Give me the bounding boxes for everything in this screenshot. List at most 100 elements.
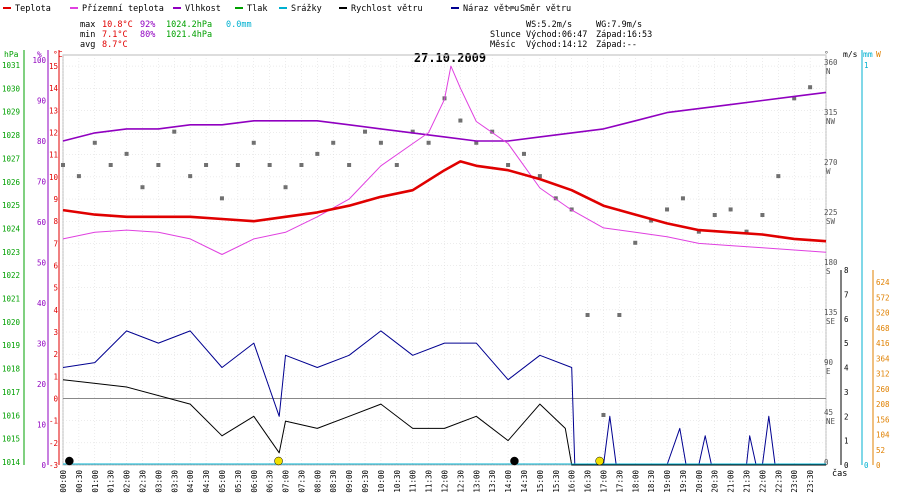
- x-tick-label: 12:00: [441, 470, 450, 493]
- wind-tick-label: 1: [844, 437, 849, 446]
- x-tick-label: 03:30: [170, 470, 179, 493]
- wind-tick-label: 6: [844, 315, 849, 324]
- x-tick-label: 13:30: [488, 470, 497, 493]
- wind-tick-label: 5: [844, 339, 849, 348]
- hpa-tick-label: 1018: [2, 365, 21, 374]
- wind-direction-dot: [188, 174, 193, 179]
- solar-axis-title: W: [876, 50, 881, 59]
- stats-min-label: min: [80, 30, 95, 40]
- wind-direction-dot: [506, 163, 511, 167]
- hpa-tick-label: 1014: [2, 458, 21, 467]
- dir-tick-label: 360: [824, 58, 838, 67]
- hpa-tick-label: 1023: [2, 248, 20, 257]
- legend: Teplota Přízemní teplota Vlhkost Tlak Srážky…: [3, 4, 571, 14]
- x-tick-label: 13:00: [472, 470, 481, 493]
- temp-tick-label: 10: [49, 173, 59, 182]
- stats-min-hum: 80%: [140, 30, 155, 40]
- temp-tick-label: 0: [53, 395, 58, 404]
- pct-tick-label: 10: [37, 421, 47, 430]
- wind-axis-title: m/s: [843, 50, 858, 59]
- x-tick-label: 07:00: [282, 470, 291, 493]
- x-tick-label: 02:00: [123, 470, 132, 493]
- dir-axis-title: °: [824, 50, 829, 59]
- x-tick-label: 06:30: [266, 470, 275, 493]
- wind-direction-dot: [521, 151, 526, 156]
- x-tick-label: 23:00: [790, 470, 799, 493]
- x-tick-label: 09:00: [345, 470, 354, 493]
- wind-direction-dot: [235, 163, 240, 167]
- wind-direction-dot: [744, 229, 749, 234]
- wind-direction-dot: [92, 140, 97, 145]
- temp-tick-label: 14: [49, 84, 59, 93]
- dir-compass-label: W: [826, 167, 831, 176]
- wind-direction-dot: [140, 185, 145, 190]
- temp-tick-label: 13: [49, 106, 58, 115]
- sun-label: Slunce: [490, 30, 521, 40]
- temp-tick-label: -3: [49, 461, 58, 470]
- x-tick-label: 11:30: [425, 470, 434, 493]
- solar-tick-label: 208: [876, 400, 890, 409]
- solar-tick-label: 572: [876, 293, 890, 302]
- temperature-line: [62, 160, 827, 243]
- x-tick-label: 12:30: [456, 470, 465, 493]
- wind-direction-dot: [633, 240, 638, 245]
- wind-direction-dot: [585, 313, 590, 317]
- wind-direction-dot: [617, 313, 622, 317]
- wind-direction-dot: [172, 129, 177, 134]
- solar-tick-label: 0: [876, 461, 881, 470]
- solar-tick-label: 364: [876, 354, 890, 363]
- wind-tick-label: 0: [844, 461, 849, 470]
- temp-tick-label: 9: [53, 195, 58, 204]
- hpa-tick-label: 1015: [2, 435, 20, 444]
- x-tick-label: 20:30: [711, 470, 720, 493]
- wind-tick-label: 4: [844, 364, 849, 373]
- x-tick-label: 09:30: [361, 470, 370, 493]
- stats-max-temp: 10.8°C: [102, 20, 133, 30]
- pct-tick-label: 50: [37, 259, 47, 268]
- wind-direction-dot: [601, 413, 606, 417]
- wind-direction-dot: [665, 207, 670, 212]
- dir-compass-label: N: [826, 67, 831, 76]
- hpa-tick-label: 1019: [2, 341, 20, 350]
- solar-tick-label: 156: [876, 415, 890, 424]
- legend-label: Srážky: [291, 4, 322, 14]
- wind-speed-summary: WS:5.2m/s: [526, 20, 572, 30]
- chart-title: 27.10.2009: [414, 51, 486, 65]
- ground-temp-line: [62, 65, 827, 255]
- wind-direction-dot: [696, 229, 701, 234]
- wind-direction-dot: [267, 163, 272, 167]
- x-tick-label: 05:30: [234, 470, 243, 493]
- solar-tick-label: 312: [876, 370, 890, 379]
- hpa-tick-label: 1025: [2, 201, 20, 210]
- x-tick-label: 21:30: [743, 470, 752, 493]
- wind-direction-dot: [378, 140, 383, 145]
- x-tick-label: 18:30: [647, 470, 656, 493]
- x-tick-label: 17:30: [615, 470, 624, 493]
- hpa-tick-label: 1026: [2, 178, 21, 187]
- legend-label: Náraz větru: [463, 4, 519, 14]
- wind-direction-dot: [569, 207, 574, 212]
- x-tick-label: 01:30: [107, 470, 116, 493]
- dir-tick-label: 225: [824, 208, 838, 217]
- temp-tick-label: 7: [53, 239, 58, 248]
- temp-tick-label: 5: [53, 284, 58, 293]
- dir-compass-label: E: [826, 367, 831, 376]
- wind-direction-dot: [251, 140, 256, 145]
- hpa-tick-label: 1024: [2, 224, 21, 233]
- temp-tick-label: -2: [49, 439, 58, 448]
- stats-max-hum: 92%: [140, 20, 155, 30]
- wind-direction-dot: [776, 174, 781, 179]
- wind-direction-dot: [156, 163, 161, 167]
- wind-tick-label: 2: [844, 412, 849, 421]
- stats-max-press: 1024.2hPa: [166, 20, 212, 30]
- wind-direction-dot: [712, 213, 717, 217]
- solar-tick-label: 468: [876, 324, 890, 333]
- wind-direction-dot: [61, 163, 65, 167]
- x-tick-label: 15:30: [552, 470, 561, 493]
- wind-direction-dot: [347, 163, 352, 167]
- wind-direction-dot: [410, 129, 415, 134]
- dir-compass-label: SE: [826, 317, 836, 326]
- wind-direction-dot: [299, 163, 304, 167]
- x-tick-label: 15:00: [536, 470, 545, 493]
- wind-tick-label: 8: [844, 266, 849, 275]
